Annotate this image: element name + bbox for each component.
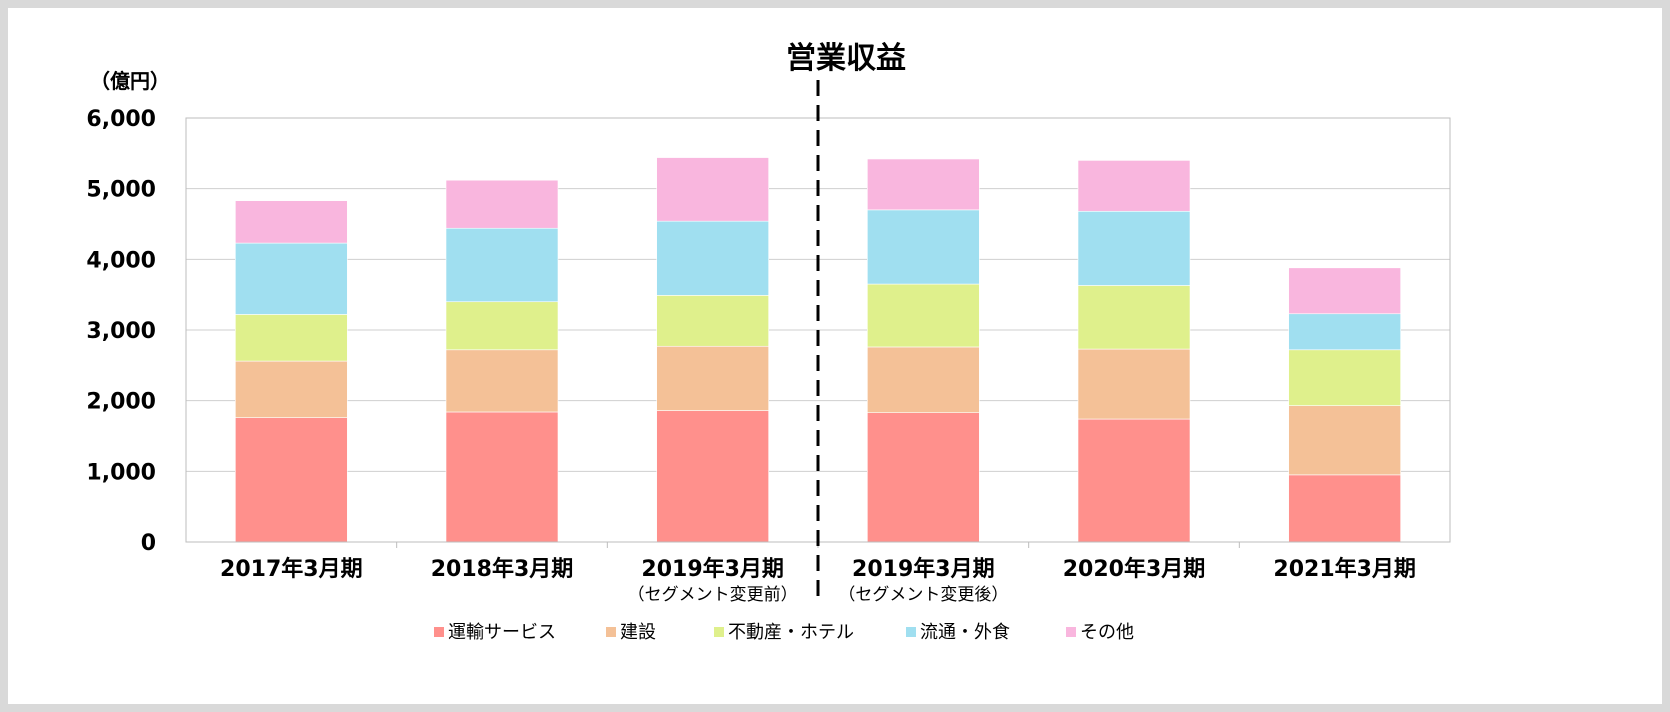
legend-swatch	[434, 627, 444, 637]
bar-segment	[1077, 160, 1191, 212]
legend-label: 建設	[620, 622, 656, 643]
y-tick-label: 0	[141, 531, 156, 556]
bar-segment	[867, 158, 980, 211]
x-category-label: 2018年3月期	[431, 556, 574, 582]
bar-segment	[867, 209, 980, 285]
bar-segment	[656, 295, 769, 347]
bar-segment	[867, 412, 980, 543]
legend-swatch	[1066, 627, 1076, 637]
y-tick-label: 1,000	[86, 460, 156, 485]
bar-segment	[1288, 405, 1401, 476]
x-category-label: 2021年3月期	[1273, 556, 1416, 582]
axes: 0 1,000 2,000 3,000 4,000 5,000 6,000 2017年3月期 2…	[86, 80, 1451, 605]
legend-label: 運輸サービス	[448, 622, 556, 643]
bar-segment	[1077, 418, 1191, 543]
bar-segment	[656, 157, 769, 222]
bar-segment	[656, 410, 769, 543]
legend-swatch	[906, 627, 916, 637]
bar-segment	[235, 360, 348, 418]
bar-segment	[1288, 349, 1401, 406]
legend-swatch	[606, 627, 616, 637]
chart-title: 営業収益	[786, 41, 906, 76]
bar-segment	[867, 346, 980, 413]
y-tick-label: 2,000	[86, 390, 156, 415]
bar-segment	[656, 220, 769, 296]
y-axis-unit-label: （億円）	[90, 69, 170, 93]
x-category-sublabel: （セグメント変更後）	[838, 585, 1008, 605]
x-category-label: 2019年3月期	[852, 556, 995, 582]
x-category-label: 2020年3月期	[1063, 556, 1206, 582]
y-tick-label: 4,000	[86, 248, 156, 273]
bar-segment	[445, 411, 559, 543]
bar-segment	[445, 349, 559, 413]
x-category-sublabel: （セグメント変更前）	[628, 585, 798, 605]
chart-frame: 営業収益 （億円） 0 1,000 2,000 3,000 4,000 5,000 6,00…	[8, 8, 1662, 704]
bar-segment	[1077, 210, 1191, 286]
bar-segment	[445, 301, 559, 351]
bar-segment	[235, 314, 348, 362]
legend-label: 不動産・ホテル	[728, 622, 854, 643]
legend-label: その他	[1080, 622, 1134, 643]
bar-segment	[235, 200, 348, 244]
bar-segment	[235, 417, 348, 543]
legend: 運輸サービス 建設 不動産・ホテル 流通・外食 その他	[434, 622, 1134, 643]
bar-segment	[1288, 313, 1401, 351]
legend-swatch	[714, 627, 724, 637]
bar-segment	[1288, 267, 1401, 315]
x-category-label: 2019年3月期	[641, 556, 784, 582]
bar-segment	[445, 227, 559, 303]
bar-segment	[656, 345, 769, 411]
bar-segment	[1077, 285, 1191, 350]
bars	[235, 157, 1401, 543]
stacked-bar-chart: 営業収益 （億円） 0 1,000 2,000 3,000 4,000 5,000 6,00…	[86, 41, 1451, 643]
x-category-label: 2017年3月期	[220, 556, 363, 582]
bar-segment	[235, 242, 348, 315]
y-tick-label: 3,000	[86, 319, 156, 344]
y-tick-label: 5,000	[86, 178, 156, 203]
legend-label: 流通・外食	[920, 622, 1010, 643]
bar-segment	[1288, 474, 1401, 543]
bar-segment	[867, 283, 980, 348]
bar-segment	[445, 179, 559, 229]
bar-segment	[1077, 348, 1191, 420]
y-tick-label: 6,000	[86, 107, 156, 132]
